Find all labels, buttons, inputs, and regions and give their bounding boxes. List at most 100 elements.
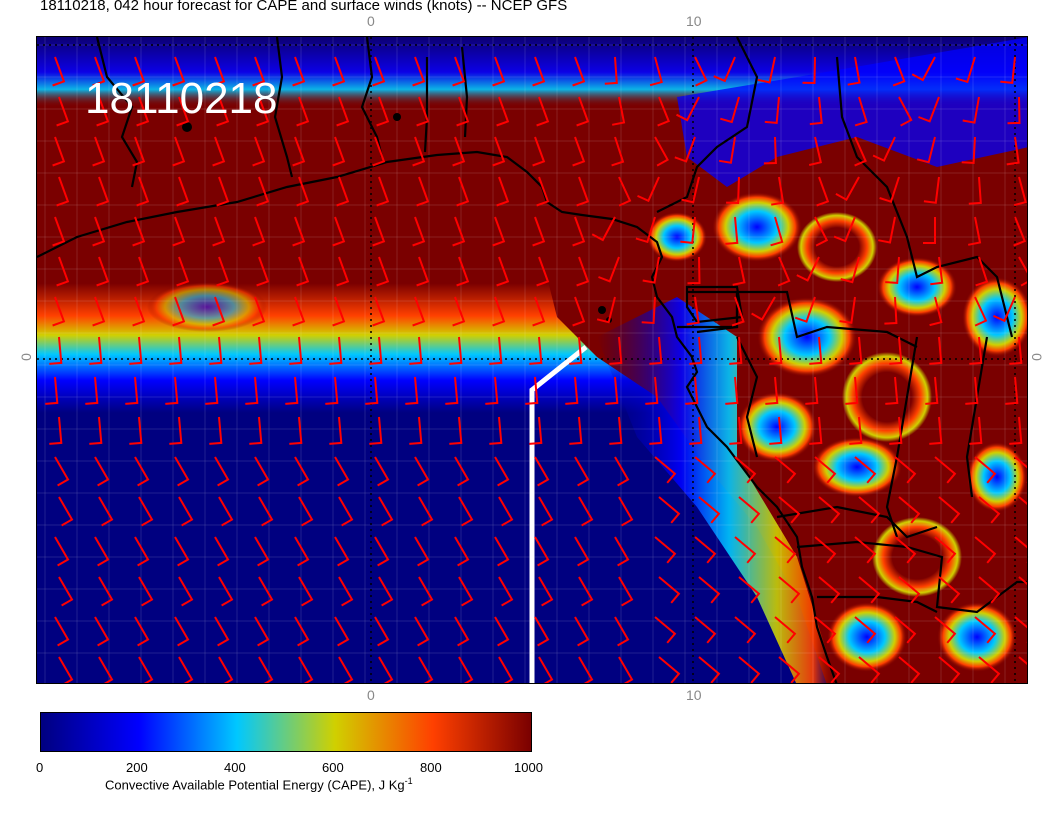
wind-barb (376, 96, 390, 127)
wind-barb (378, 496, 394, 527)
wind-barb (416, 176, 430, 207)
wind-barb (774, 616, 797, 644)
wind-barb (1000, 56, 1016, 85)
wind-barb (598, 256, 620, 283)
wind-barb (325, 376, 339, 405)
wind-barb (454, 616, 470, 647)
map-panel: 18110218 (36, 36, 1028, 684)
wind-barb (572, 296, 586, 327)
wind-barb (492, 296, 506, 327)
wind-barb (412, 216, 426, 247)
wind-barb (658, 576, 681, 604)
wind-barb (92, 216, 106, 247)
wind-barb (642, 256, 660, 284)
wind-barb (376, 176, 390, 207)
wind-barb (372, 56, 386, 87)
wind-barb (494, 456, 510, 487)
wind-barb (765, 376, 779, 405)
wind-barb (54, 616, 70, 647)
wind-barb (409, 416, 423, 445)
wind-barb (52, 136, 66, 167)
wind-barb (298, 576, 314, 607)
wind-barb (498, 576, 514, 607)
wind-barb (637, 176, 660, 203)
wind-barb (731, 296, 745, 327)
wind-barb (98, 576, 114, 607)
wind-barb (289, 416, 303, 445)
wind-barb (452, 216, 466, 247)
wind-barb (572, 56, 586, 87)
wind-barb (176, 96, 190, 127)
wind-barb (416, 256, 430, 287)
wind-barb (974, 616, 997, 644)
wind-barb (334, 456, 350, 487)
wind-barb (975, 256, 989, 287)
wind-barb (374, 616, 390, 647)
wind-barb (923, 217, 936, 244)
colorbar-caption: Convective Available Potential Energy (C… (105, 776, 413, 792)
wind-barb (285, 376, 299, 405)
wind-barb (92, 136, 106, 167)
wind-barb (849, 416, 863, 445)
wind-barb (454, 456, 470, 487)
cape-cell (937, 602, 1017, 672)
border-path (95, 37, 139, 188)
wind-barb (169, 336, 183, 365)
wind-barb (934, 616, 957, 644)
wind-barb (454, 536, 470, 567)
wind-barb (809, 416, 823, 445)
wind-barb (681, 176, 700, 204)
wind-barb (334, 616, 350, 647)
wind-barb (412, 56, 426, 87)
wind-barb (854, 96, 868, 127)
wind-barb (734, 456, 757, 484)
wind-barb (249, 416, 263, 445)
wind-barb (894, 536, 917, 564)
wind-barb (725, 376, 739, 405)
wind-barb (605, 376, 619, 405)
cape-cell (797, 212, 877, 282)
wind-barb (532, 136, 546, 167)
wind-barb (254, 616, 270, 647)
wind-barb (412, 136, 426, 167)
wind-barb (212, 56, 226, 87)
colorbar-tick-200: 200 (126, 760, 148, 775)
wind-barb (529, 416, 543, 445)
wind-barb (978, 496, 1001, 524)
wind-barb (1018, 576, 1027, 586)
wind-barb (955, 56, 976, 84)
wind-barb (649, 336, 663, 365)
cape-cell (147, 282, 267, 332)
wind-barb (532, 296, 546, 327)
cape-cell (827, 602, 907, 672)
wind-barb (938, 576, 961, 604)
wind-barb (494, 616, 510, 647)
wind-barb (494, 536, 510, 567)
wind-barb (49, 336, 63, 365)
wind-barb (492, 136, 506, 167)
wind-barb (757, 56, 776, 84)
wind-barb (529, 336, 543, 365)
wind-barb (609, 336, 623, 365)
wind-barb (296, 176, 310, 207)
wind-barb (578, 656, 594, 683)
wind-barb (498, 496, 514, 527)
wind-barb (698, 576, 721, 604)
wind-barb (249, 336, 263, 365)
wind-barb (132, 136, 146, 167)
wind-barb (174, 456, 190, 487)
wind-barb (292, 296, 306, 327)
wind-barb (596, 296, 616, 324)
wind-barb (934, 536, 957, 564)
wind-barb (334, 536, 350, 567)
wind-barb (449, 336, 463, 365)
colorbar-caption-text: Convective Available Potential Energy (C… (105, 777, 405, 793)
wind-barb (538, 576, 554, 607)
wind-barb (132, 296, 146, 327)
wind-barb (839, 296, 856, 324)
wind-barb (894, 456, 917, 484)
wind-barb (449, 416, 463, 445)
wind-barb (578, 496, 594, 527)
wind-barb (968, 176, 982, 205)
wind-barb (498, 656, 514, 683)
